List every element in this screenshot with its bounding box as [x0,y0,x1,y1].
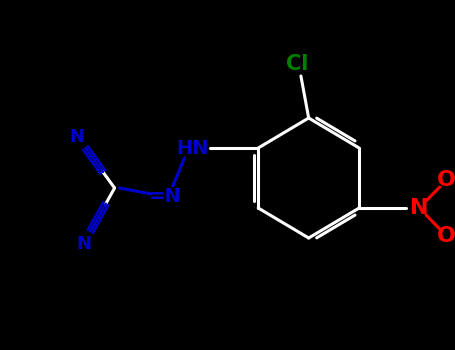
Text: N: N [70,128,85,146]
Text: O: O [437,170,455,190]
Text: =N: =N [149,187,182,205]
Text: Cl: Cl [286,54,308,74]
Text: O: O [437,226,455,246]
Text: HN: HN [176,139,208,158]
Text: N: N [76,235,91,253]
Text: N: N [410,198,429,218]
